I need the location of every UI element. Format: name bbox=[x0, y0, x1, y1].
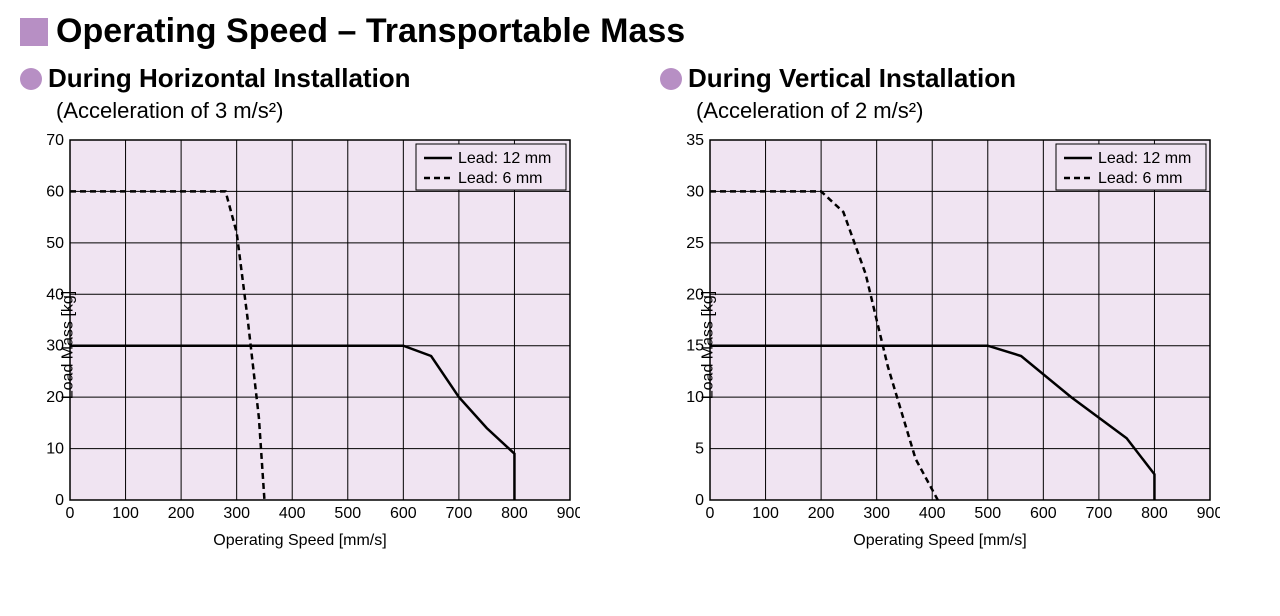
svg-text:100: 100 bbox=[752, 505, 779, 522]
svg-text:50: 50 bbox=[46, 235, 64, 252]
svg-text:700: 700 bbox=[446, 505, 473, 522]
accel-right: (Acceleration of 2 m/s²) bbox=[696, 98, 1260, 124]
ylabel-right: Load Mass [kg] bbox=[699, 291, 717, 400]
svg-text:900: 900 bbox=[557, 505, 580, 522]
chart-col-right: During Vertical Installation (Accelerati… bbox=[660, 63, 1260, 560]
subtitle-row: During Vertical Installation bbox=[660, 63, 1260, 94]
chart-svg-right: 0100200300400500600700800900051015202530… bbox=[660, 130, 1220, 530]
svg-text:60: 60 bbox=[46, 183, 64, 200]
svg-text:0: 0 bbox=[695, 492, 704, 509]
circle-bullet-icon bbox=[660, 68, 682, 90]
svg-text:Lead: 6 mm: Lead: 6 mm bbox=[1098, 170, 1182, 187]
svg-text:30: 30 bbox=[686, 183, 704, 200]
subtitle-row: During Horizontal Installation bbox=[20, 63, 620, 94]
svg-text:800: 800 bbox=[501, 505, 528, 522]
svg-text:400: 400 bbox=[279, 505, 306, 522]
circle-bullet-icon bbox=[20, 68, 42, 90]
svg-text:200: 200 bbox=[168, 505, 195, 522]
chart-wrap-left: Load Mass [kg] 0100200300400500600700800… bbox=[20, 130, 580, 560]
svg-text:0: 0 bbox=[66, 505, 75, 522]
svg-text:Lead: 12 mm: Lead: 12 mm bbox=[1098, 150, 1191, 167]
svg-text:10: 10 bbox=[46, 441, 64, 458]
chart-col-left: During Horizontal Installation (Accelera… bbox=[20, 63, 620, 560]
main-title: Operating Speed – Transportable Mass bbox=[56, 12, 685, 51]
svg-text:300: 300 bbox=[223, 505, 250, 522]
svg-text:800: 800 bbox=[1141, 505, 1168, 522]
svg-text:600: 600 bbox=[1030, 505, 1057, 522]
svg-text:35: 35 bbox=[686, 132, 704, 149]
svg-text:Lead: 6 mm: Lead: 6 mm bbox=[458, 170, 542, 187]
xlabel-right: Operating Speed [mm/s] bbox=[660, 532, 1220, 550]
svg-text:500: 500 bbox=[974, 505, 1001, 522]
svg-text:600: 600 bbox=[390, 505, 417, 522]
xlabel-left: Operating Speed [mm/s] bbox=[20, 532, 580, 550]
chart-svg-left: 0100200300400500600700800900010203040506… bbox=[20, 130, 580, 530]
svg-text:200: 200 bbox=[808, 505, 835, 522]
subtitle-right: During Vertical Installation bbox=[688, 63, 1016, 94]
svg-text:70: 70 bbox=[46, 132, 64, 149]
square-bullet-icon bbox=[20, 18, 48, 46]
svg-text:Lead: 12 mm: Lead: 12 mm bbox=[458, 150, 551, 167]
chart-wrap-right: Load Mass [kg] 0100200300400500600700800… bbox=[660, 130, 1220, 560]
svg-text:900: 900 bbox=[1197, 505, 1220, 522]
svg-text:400: 400 bbox=[919, 505, 946, 522]
svg-text:0: 0 bbox=[55, 492, 64, 509]
svg-text:0: 0 bbox=[706, 505, 715, 522]
svg-text:5: 5 bbox=[695, 441, 704, 458]
svg-text:100: 100 bbox=[112, 505, 139, 522]
accel-left: (Acceleration of 3 m/s²) bbox=[56, 98, 620, 124]
main-title-row: Operating Speed – Transportable Mass bbox=[20, 12, 1260, 51]
svg-text:25: 25 bbox=[686, 235, 704, 252]
svg-text:300: 300 bbox=[863, 505, 890, 522]
charts-row: During Horizontal Installation (Accelera… bbox=[20, 63, 1260, 560]
svg-text:700: 700 bbox=[1086, 505, 1113, 522]
subtitle-left: During Horizontal Installation bbox=[48, 63, 411, 94]
ylabel-left: Load Mass [kg] bbox=[59, 291, 77, 400]
svg-text:500: 500 bbox=[334, 505, 361, 522]
